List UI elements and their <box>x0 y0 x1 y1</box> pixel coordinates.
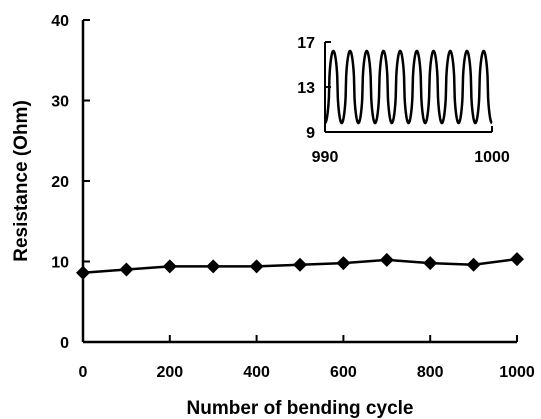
inset-y-tick-label: 9 <box>306 125 315 142</box>
data-point-diamond <box>466 257 481 272</box>
inset-chart: 9 13 17 990 1000 <box>297 35 510 166</box>
x-tick-label: 400 <box>243 364 270 381</box>
x-tick-label: 200 <box>156 364 183 381</box>
y-ticks: 0 10 20 30 40 <box>51 13 90 352</box>
data-point-diamond <box>293 257 307 272</box>
y-tick-label: 20 <box>51 174 69 191</box>
resistance-series <box>76 252 524 280</box>
inset-y-tick-label: 13 <box>297 80 315 97</box>
inset-x-tick-label: 1000 <box>474 149 510 166</box>
x-tick-label: 1000 <box>499 364 535 381</box>
data-point-diamond <box>162 259 177 274</box>
x-tick-label: 0 <box>79 364 88 381</box>
x-tick-label: 600 <box>330 364 357 381</box>
inset-oscillation-line <box>324 49 493 125</box>
data-point-diamond <box>119 262 134 277</box>
data-point-diamond <box>423 256 438 271</box>
y-tick-label: 40 <box>51 13 69 30</box>
data-point-diamond <box>510 252 524 267</box>
data-point-diamond <box>336 256 351 271</box>
y-axis-label: Resistance (Ohm) <box>11 100 32 262</box>
x-ticks: 0 200 400 600 800 1000 <box>79 335 535 381</box>
inset-y-tick-label: 17 <box>297 35 315 52</box>
data-point-diamond <box>249 259 264 274</box>
data-point-diamond <box>76 265 90 280</box>
y-tick-label: 30 <box>51 94 69 111</box>
x-axis-label: Number of bending cycle <box>187 398 414 419</box>
inset-y-ticks: 9 13 17 <box>297 35 331 142</box>
data-point-diamond <box>206 259 221 274</box>
x-tick-label: 800 <box>417 364 444 381</box>
data-point-diamond <box>379 252 394 267</box>
y-tick-label: 10 <box>51 255 69 272</box>
inset-x-ticks: 990 1000 <box>312 126 510 166</box>
inset-x-tick-label: 990 <box>312 149 339 166</box>
y-tick-label: 0 <box>60 335 69 352</box>
